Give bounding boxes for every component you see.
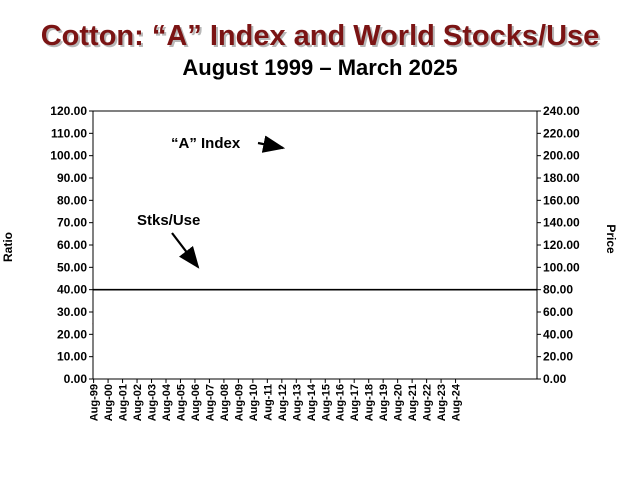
y-left-tick-label: 0.00 — [64, 372, 88, 386]
x-tick-label: Aug-22 — [422, 384, 434, 421]
x-tick-label: Aug-17 — [349, 384, 361, 421]
y-left-tick-label: 120.00 — [50, 104, 87, 118]
a-index-arrow — [257, 135, 286, 153]
y-right-tick-label: 220.00 — [543, 126, 580, 140]
y-right-tick-label: 200.00 — [543, 149, 580, 163]
y-left-tick-label: 30.00 — [57, 305, 87, 319]
y-right-tick-label: 180.00 — [543, 171, 580, 185]
y-left-tick-label: 20.00 — [57, 327, 87, 341]
y-right-tick-label: 120.00 — [543, 238, 580, 252]
y-left-tick-label: 50.00 — [57, 260, 87, 274]
x-tick-label: Aug-24 — [451, 383, 463, 421]
stocks-use-annotation: Stks/Use — [137, 212, 200, 229]
annotations: “A” Index Stks/Use — [137, 135, 286, 269]
y-right-tick-label: 20.00 — [543, 350, 573, 364]
y-right-tick-label: 60.00 — [543, 305, 573, 319]
x-tick-label: Aug-00 — [103, 384, 115, 421]
y-right-tick-label: 0.00 — [543, 372, 567, 386]
x-tick-label: Aug-07 — [204, 384, 216, 421]
x-tick-label: Aug-12 — [277, 384, 289, 421]
a-index-annotation: “A” Index — [171, 135, 241, 152]
x-tick-label: Aug-18 — [364, 384, 376, 421]
x-tick-label: Aug-23 — [436, 384, 448, 421]
x-tick-label: Aug-03 — [147, 384, 159, 421]
x-tick-label: Aug-19 — [378, 384, 390, 421]
x-tick-label: Aug-20 — [393, 384, 405, 421]
y-right-tick-label: 240.00 — [543, 104, 580, 118]
x-tick-label: Aug-99 — [89, 384, 101, 421]
axes: 0.00 10.00 20.00 30.00 40.00 50.00 60.00 70.00 8… — [50, 104, 580, 421]
x-tick-label: Aug-04 — [161, 383, 173, 421]
x-tick-label: Aug-21 — [407, 384, 419, 421]
y-left-tick-label: 100.00 — [50, 149, 87, 163]
x-tick-label: Aug-11 — [262, 384, 274, 421]
chart-subtitle: August 1999 – March 2025 — [182, 55, 458, 80]
x-tick-label: Aug-14 — [306, 383, 318, 421]
stocks-use-arrow — [171, 232, 200, 269]
y-left-tick-label: 110.00 — [51, 126, 87, 140]
y-right-tick-label: 160.00 — [543, 193, 580, 207]
y-left-tick-label: 80.00 — [57, 193, 87, 207]
y-right-tick-label: 40.00 — [543, 327, 573, 341]
y-right-tick-label: 80.00 — [543, 283, 573, 297]
x-tick-label: Aug-05 — [175, 384, 187, 421]
x-tick-label: Aug-06 — [190, 384, 202, 421]
x-tick-label: Aug-01 — [118, 384, 130, 421]
plot-frame — [92, 110, 538, 380]
x-tick-label: Aug-10 — [248, 384, 260, 421]
y-left-tick-label: 10.00 — [57, 350, 87, 364]
y-left-tick-label: 90.00 — [57, 171, 87, 185]
y-left-tick-label: 70.00 — [57, 216, 87, 230]
x-tick-label: Aug-02 — [132, 384, 144, 421]
x-tick-label: Aug-09 — [233, 384, 245, 421]
x-tick-label: Aug-13 — [291, 384, 303, 421]
y-left-tick-label: 60.00 — [57, 238, 87, 252]
y-right-tick-label: 140.00 — [543, 216, 580, 230]
y-left-tick-label: 40.00 — [57, 283, 87, 297]
y-right-tick-label: 100.00 — [543, 260, 580, 274]
x-tick-label: Aug-08 — [219, 384, 231, 421]
x-tick-label: Aug-16 — [335, 384, 347, 421]
chart-title: Cotton: “A” Index and World Stocks/Use — [40, 20, 600, 52]
x-tick-label: Aug-15 — [320, 384, 332, 421]
